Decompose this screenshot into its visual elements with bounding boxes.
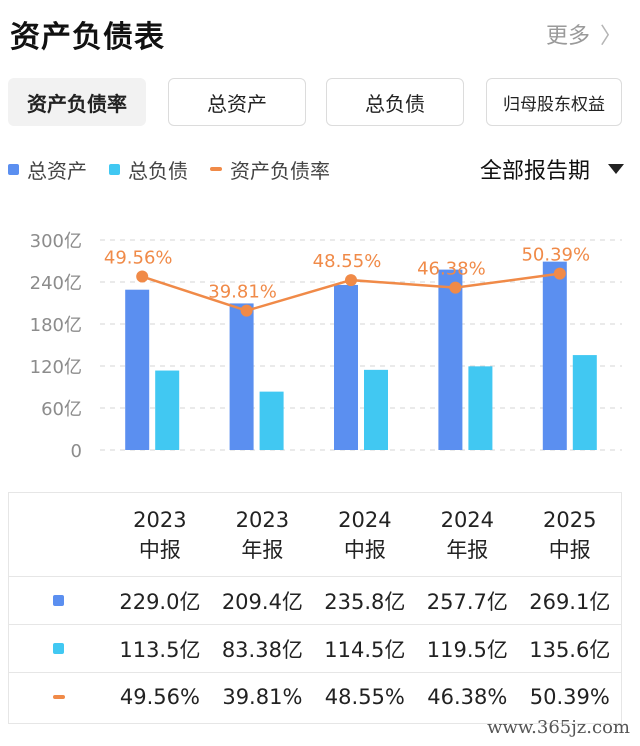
data-label-debt-ratio: 50.39%	[521, 245, 590, 266]
column-header: 2024 年报	[440, 507, 495, 562]
period-label: 全部报告期	[479, 159, 590, 184]
row-marker	[52, 695, 65, 699]
chevron-right-icon: 〉	[599, 24, 622, 49]
table-cell: 49.56%	[119, 685, 200, 709]
point-debt-ratio	[553, 267, 566, 280]
y-tick-label: 180亿	[30, 315, 82, 336]
bar-total-assets	[438, 269, 463, 450]
y-tick-label: 240亿	[30, 273, 82, 294]
period-dropdown[interactable]: 全部报告期	[480, 152, 624, 186]
legend-swatch	[109, 163, 120, 175]
row-marker	[53, 643, 65, 654]
point-debt-ratio	[240, 304, 253, 317]
legend-swatch	[210, 167, 222, 171]
bar-total-assets	[125, 289, 150, 450]
bar-total-liabilities	[468, 366, 493, 450]
caret-down-icon	[608, 164, 624, 174]
bar-total-liabilities	[259, 391, 284, 450]
table-cell: 235.8亿	[324, 589, 406, 614]
metric-tabs: 资产负债率 总资产 总负债 归母股东权益	[8, 78, 634, 128]
column-header: 2023 年报	[235, 507, 290, 562]
legend-item-debt-ratio[interactable]: 资产负债率	[210, 155, 330, 184]
table-cell: 50.39%	[529, 685, 610, 709]
table-cell: 114.5亿	[324, 637, 406, 662]
row-marker	[53, 595, 65, 606]
data-label-debt-ratio: 49.56%	[104, 248, 173, 269]
header: 资产负债表 更多 〉	[0, 0, 640, 70]
table-cell: 39.81%	[222, 685, 303, 709]
table-row-total-liabilities: 113.5亿 83.38亿 114.5亿 119.5亿 135.6亿	[9, 625, 621, 673]
column-header: 2023 中报	[133, 507, 187, 562]
table-cell: 46.38%	[427, 685, 508, 709]
row-marker-cell	[9, 673, 109, 721]
tab-debt-ratio[interactable]: 资产负债率	[8, 78, 146, 126]
table-cell: 135.6亿	[529, 637, 611, 662]
header-key-cell	[9, 493, 109, 576]
page-title: 资产负债表	[10, 20, 165, 55]
table-cell: 83.38亿	[221, 637, 303, 662]
bar-line-chart: 0 60亿 120亿 180亿 240亿 300亿 49.56% 39.81% 48.55% 46…	[30, 231, 622, 462]
row-marker-cell	[9, 577, 109, 624]
bar-total-assets	[229, 303, 254, 450]
y-tick-label: 0	[71, 441, 82, 462]
table-cell: 257.7亿	[426, 589, 508, 614]
point-debt-ratio	[449, 281, 462, 294]
legend-swatch	[8, 163, 19, 175]
table-row-debt-ratio: 49.56% 39.81% 48.55% 46.38% 50.39%	[9, 673, 621, 721]
column-header: 2024 中报	[338, 507, 392, 562]
point-debt-ratio	[136, 270, 149, 283]
legend-label: 总资产	[27, 158, 87, 183]
bar-total-liabilities	[155, 370, 180, 450]
table-cell: 48.55%	[324, 685, 405, 709]
bar-total-liabilities	[364, 369, 388, 450]
y-tick-label: 300亿	[30, 231, 82, 252]
tab-total-assets[interactable]: 总资产	[168, 78, 306, 126]
table-cell: 209.4亿	[221, 589, 303, 614]
watermark: www.365jz.com	[487, 717, 630, 738]
table-row-total-assets: 229.0亿 209.4亿 235.8亿 257.7亿 269.1亿	[9, 577, 621, 625]
data-label-debt-ratio: 48.55%	[313, 251, 382, 272]
data-table: 2023 中报 2023 年报 2024 中报 2024 年报 2025 中报 229.0…	[8, 492, 622, 724]
table-header-row: 2023 中报 2023 年报 2024 中报 2024 年报 2025 中报	[9, 493, 621, 577]
table-cell: 119.5亿	[426, 637, 508, 662]
row-marker-cell	[9, 625, 109, 672]
y-tick-label: 60亿	[41, 399, 82, 420]
table-cell: 113.5亿	[119, 637, 201, 662]
legend-item-total-liabilities[interactable]: 总负债	[109, 155, 188, 184]
bar-total-assets	[334, 284, 358, 450]
bar-total-assets	[542, 261, 567, 450]
column-header: 2025 中报	[543, 507, 597, 562]
more-label: 更多	[545, 24, 590, 49]
table-cell: 229.0亿	[119, 589, 201, 614]
table-cell: 269.1亿	[529, 589, 611, 614]
data-label-debt-ratio: 46.38%	[417, 259, 486, 280]
bar-total-liabilities	[572, 355, 597, 450]
point-debt-ratio	[345, 274, 357, 287]
legend-item-total-assets[interactable]: 总资产	[8, 155, 87, 184]
chart-legend: 总资产 总负债 资产负债率	[8, 152, 352, 186]
data-label-debt-ratio: 39.81%	[208, 282, 277, 303]
legend-label: 资产负债率	[230, 158, 330, 183]
tab-total-liabilities[interactable]: 总负债	[326, 78, 464, 126]
legend-label: 总负债	[128, 158, 188, 183]
y-tick-label: 120亿	[30, 357, 82, 378]
more-link[interactable]: 更多 〉	[546, 18, 622, 50]
tab-parent-equity[interactable]: 归母股东权益	[486, 78, 622, 126]
